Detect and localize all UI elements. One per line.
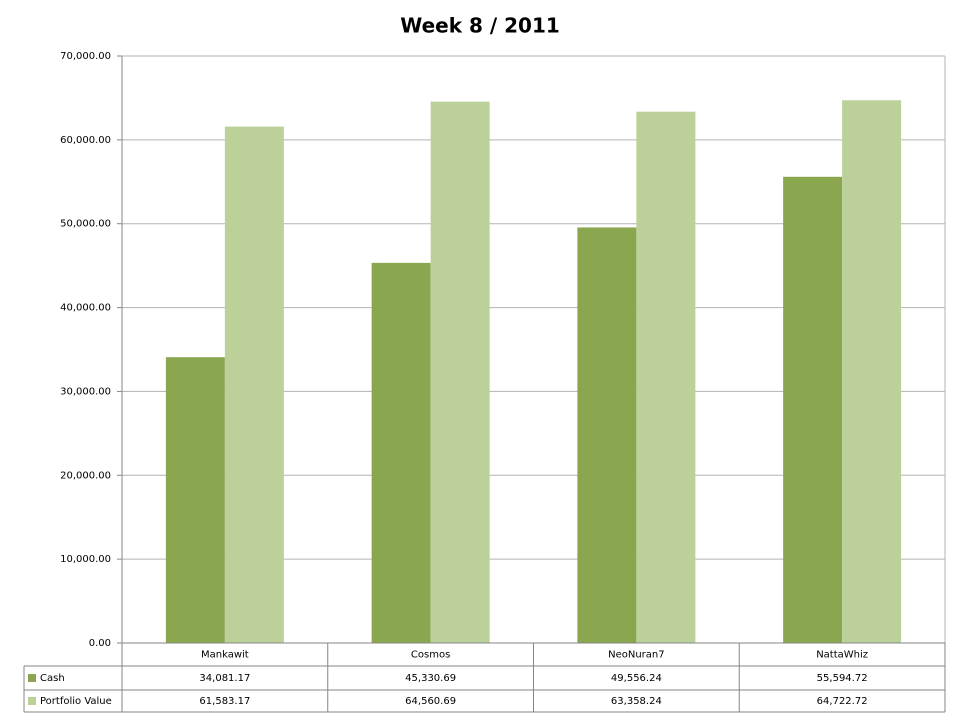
y-tick-label: 30,000.00	[60, 386, 111, 397]
x-tick-label: Mankawit	[201, 650, 249, 661]
y-tick-label: 20,000.00	[60, 470, 111, 481]
legend-key	[28, 697, 36, 705]
y-tick-label: 70,000.00	[60, 51, 111, 62]
x-tick-label: Cosmos	[411, 650, 450, 661]
table-value: 55,594.72	[817, 673, 868, 684]
x-tick-label: NeoNuran7	[608, 650, 665, 661]
y-tick-label: 60,000.00	[60, 135, 111, 146]
table-value: 61,583.17	[199, 696, 250, 707]
table-value: 34,081.17	[199, 673, 250, 684]
legend-label: Portfolio Value	[40, 696, 112, 707]
bar	[430, 101, 490, 644]
table-value: 64,722.72	[817, 696, 868, 707]
bar	[577, 227, 637, 643]
y-tick-label: 50,000.00	[60, 219, 111, 230]
bar	[842, 100, 902, 643]
table-value: 49,556.24	[611, 673, 662, 684]
table-value: 63,358.24	[611, 696, 662, 707]
chart-title: Week 8 / 2011	[400, 14, 560, 38]
x-tick-label: NattaWhiz	[816, 650, 868, 661]
y-tick-label: 10,000.00	[60, 554, 111, 565]
bar	[165, 357, 225, 643]
bar	[783, 176, 843, 643]
legend-label: Cash	[40, 673, 65, 684]
y-tick-label: 0.00	[89, 638, 111, 649]
bar	[224, 126, 284, 644]
table-value: 64,560.69	[405, 696, 456, 707]
legend-key	[28, 674, 36, 682]
table-value: 45,330.69	[405, 673, 456, 684]
bar	[371, 262, 431, 643]
y-tick-label: 40,000.00	[60, 303, 111, 314]
bar	[636, 111, 696, 643]
